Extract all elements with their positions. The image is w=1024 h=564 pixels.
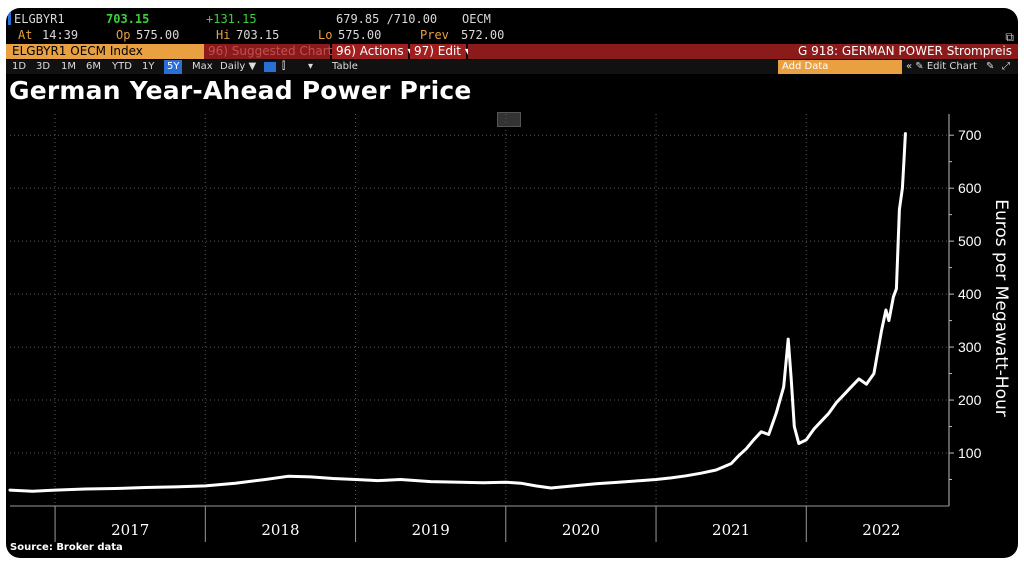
add-data-field[interactable]: Add Data	[778, 60, 902, 74]
period-5y[interactable]: 5Y	[164, 60, 183, 74]
chart-toolbar: 1D 3D 1M 6M YTD 1Y 5Y Max Daily ▼ ⫿ ▾ Ta…	[6, 60, 1018, 74]
ticker-marker	[8, 12, 11, 25]
function-bar: ELGBYR1 OECM Index 96) Suggested Charts …	[6, 44, 1018, 59]
table-button[interactable]: Table	[332, 61, 358, 72]
y-tick-label: 700	[958, 127, 982, 143]
period-6m[interactable]: 6M	[86, 61, 101, 72]
expand-icon[interactable]: ⧉	[1005, 30, 1014, 44]
security-field[interactable]: ELGBYR1 OECM Index	[6, 44, 204, 59]
x-tick-label: 2020	[562, 521, 600, 539]
x-tick-label: 2021	[712, 521, 750, 539]
line-chart-icon[interactable]	[264, 62, 276, 72]
open-label: Op	[116, 28, 131, 42]
open-value: 575.00	[136, 28, 180, 42]
period-ytd[interactable]: YTD	[112, 61, 132, 72]
y-tick-label: 100	[958, 445, 982, 461]
ticker-label[interactable]: ELGBYR1	[14, 12, 65, 26]
edit-menu[interactable]: 97) Edit ▾	[410, 44, 471, 59]
suggested-charts-button[interactable]: 96) Suggested Charts	[204, 44, 339, 59]
prev-value: 572.00	[461, 28, 505, 42]
chart-title: German Year-Ahead Power Price	[9, 76, 472, 105]
period-1m[interactable]: 1M	[61, 61, 76, 72]
ohlc-row: At 14:39 Op 575.00 Hi 703.15 Lo 575.00 P…	[6, 28, 1018, 42]
y-axis-label: Euros per Megawatt-Hour	[991, 199, 1011, 417]
edit-icon[interactable]: ✎	[986, 61, 995, 72]
function-title: G 918: GERMAN POWER Strompreis	[468, 44, 1018, 59]
high-value: 703.15	[236, 28, 280, 42]
exchange-label: OECM	[462, 12, 491, 26]
x-tick-label: 2018	[261, 521, 299, 539]
actions-menu[interactable]: 96) Actions ▾	[332, 44, 413, 59]
y-tick-label: 200	[958, 392, 982, 408]
terminal-window: ELGBYR1 703.15 +131.15 679.85 /710.00 OE…	[6, 8, 1018, 558]
bid-ask: 679.85 /710.00	[336, 12, 438, 26]
price-change: +131.15	[206, 12, 257, 26]
low-value: 575.00	[338, 28, 382, 42]
x-tick-label: 2019	[412, 521, 450, 539]
period-3d[interactable]: 3D	[36, 61, 51, 72]
y-tick-label: 600	[958, 180, 982, 196]
x-tick-label: 2017	[111, 521, 149, 539]
frequency-select[interactable]: Daily ▼	[220, 61, 257, 72]
y-tick-label: 400	[958, 286, 982, 302]
prev-label: Prev	[420, 28, 449, 42]
source-note: Source: Broker data	[10, 542, 123, 553]
price-series-line	[8, 132, 907, 493]
price-chart: 100 200 300 400 500 600 700 2017 2018 2019 2020 202…	[8, 114, 1011, 542]
resize-icon[interactable]: ⤢	[1002, 61, 1010, 72]
high-label: Hi	[216, 28, 231, 42]
last-price: 703.15	[106, 12, 150, 26]
y-tick-label: 300	[958, 339, 982, 355]
chart-options-icon[interactable]	[497, 112, 521, 127]
y-tick-label: 500	[958, 233, 982, 249]
at-label: At	[18, 28, 33, 42]
period-1y[interactable]: 1Y	[142, 61, 155, 72]
chart-type-dropdown-icon[interactable]: ▾	[308, 61, 314, 72]
low-label: Lo	[318, 28, 333, 42]
at-time: 14:39	[42, 28, 79, 42]
bar-chart-icon[interactable]: ⫿	[282, 61, 286, 72]
edit-chart-button[interactable]: « ✎ Edit Chart	[906, 61, 977, 72]
x-tick-label: 2022	[862, 521, 900, 539]
quote-row: ELGBYR1 703.15 +131.15 679.85 /710.00 OE…	[6, 12, 1018, 26]
period-max[interactable]: Max	[192, 61, 213, 72]
period-1d[interactable]: 1D	[12, 61, 27, 72]
